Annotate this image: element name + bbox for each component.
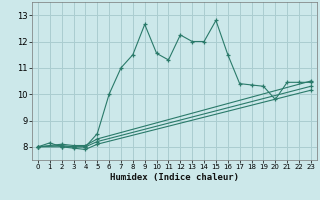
X-axis label: Humidex (Indice chaleur): Humidex (Indice chaleur)	[110, 173, 239, 182]
